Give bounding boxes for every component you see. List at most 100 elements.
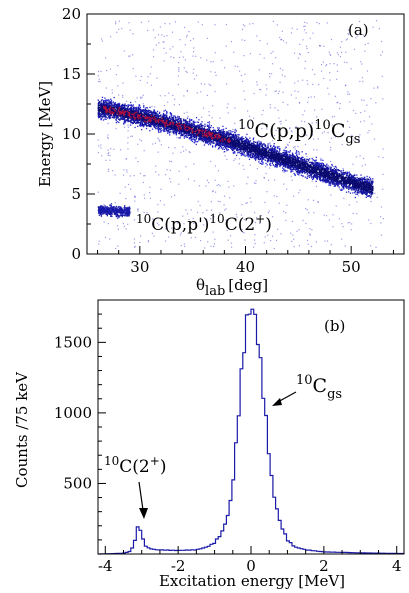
density-dot bbox=[347, 93, 349, 95]
density-dot bbox=[120, 107, 122, 109]
density-dot bbox=[144, 108, 147, 111]
density-dot bbox=[142, 94, 144, 96]
density-dot bbox=[319, 162, 321, 165]
density-dot bbox=[210, 71, 212, 73]
density-dot bbox=[187, 115, 189, 118]
density-dot bbox=[279, 152, 281, 154]
density-dot bbox=[294, 52, 296, 54]
density-dot bbox=[294, 90, 296, 92]
density-dot bbox=[272, 20, 274, 23]
density-dot bbox=[192, 38, 195, 40]
density-dot bbox=[303, 160, 305, 162]
density-dot bbox=[349, 182, 351, 185]
density-dot bbox=[206, 218, 208, 221]
density-dot bbox=[345, 173, 347, 175]
density-dot bbox=[120, 117, 122, 119]
density-dot bbox=[142, 113, 144, 115]
density-dot bbox=[133, 246, 136, 249]
density-dot bbox=[289, 150, 291, 152]
density-dot bbox=[143, 126, 145, 128]
density-dot bbox=[288, 141, 291, 143]
density-dot bbox=[223, 139, 225, 141]
density-dot bbox=[370, 186, 373, 188]
density-dot bbox=[347, 29, 349, 31]
density-dot bbox=[380, 54, 382, 56]
density-dot bbox=[126, 119, 128, 121]
density-dot bbox=[173, 133, 175, 135]
density-dot bbox=[130, 101, 132, 104]
density-dot bbox=[195, 117, 198, 119]
density-dot bbox=[217, 148, 219, 151]
density-dot bbox=[108, 152, 110, 154]
density-dot bbox=[269, 73, 271, 75]
density-dot bbox=[287, 143, 289, 146]
density-dot bbox=[172, 125, 174, 127]
density-dot bbox=[115, 128, 117, 130]
density-dot bbox=[256, 35, 258, 37]
density-dot bbox=[358, 192, 360, 194]
density-dot bbox=[97, 107, 99, 110]
density-dot bbox=[147, 112, 150, 114]
density-dot bbox=[178, 137, 180, 139]
density-dot bbox=[310, 177, 313, 179]
density-dot bbox=[363, 186, 365, 188]
density-dot bbox=[249, 145, 251, 147]
density-dot bbox=[348, 33, 350, 36]
density-dot bbox=[129, 104, 132, 106]
density-dot bbox=[353, 48, 356, 50]
density-dot bbox=[248, 158, 251, 160]
density-dot bbox=[304, 60, 306, 62]
density-dot bbox=[272, 51, 274, 53]
density-dot bbox=[163, 104, 166, 107]
density-dot bbox=[218, 127, 220, 129]
density-dot bbox=[129, 175, 132, 177]
density-dot bbox=[214, 165, 217, 167]
density-dot bbox=[193, 78, 196, 80]
density-dot bbox=[297, 165, 299, 168]
density-dot bbox=[324, 179, 326, 181]
density-dot bbox=[361, 77, 364, 79]
density-dot bbox=[144, 113, 146, 115]
density-dot bbox=[278, 117, 280, 119]
density-dot bbox=[289, 127, 291, 130]
density-dot bbox=[287, 159, 289, 161]
density-dot bbox=[126, 169, 128, 171]
density-dot bbox=[114, 202, 116, 204]
density-dot bbox=[118, 94, 120, 96]
density-dot bbox=[192, 126, 194, 128]
density-dot bbox=[219, 144, 221, 147]
density-dot bbox=[370, 182, 372, 184]
density-dot bbox=[193, 222, 195, 224]
density-dot bbox=[202, 141, 205, 143]
density-dot bbox=[269, 154, 271, 156]
density-dot bbox=[159, 200, 162, 202]
density-dot bbox=[278, 148, 281, 151]
density-dot bbox=[320, 159, 322, 161]
density-dot bbox=[129, 119, 132, 121]
density-dot bbox=[193, 180, 195, 182]
density-dot bbox=[184, 121, 187, 123]
density-dot bbox=[125, 105, 128, 107]
density-dot bbox=[155, 165, 157, 167]
density-dot bbox=[306, 47, 308, 50]
density-dot bbox=[133, 238, 136, 240]
density-dot bbox=[347, 185, 349, 188]
density-dot bbox=[329, 53, 331, 55]
density-dot bbox=[325, 65, 327, 67]
density-dot bbox=[265, 84, 267, 86]
density-dot bbox=[199, 240, 202, 242]
density-dot bbox=[294, 146, 296, 148]
density-dot bbox=[140, 125, 142, 127]
density-dot bbox=[358, 141, 360, 143]
density-dot bbox=[362, 193, 364, 195]
density-dot bbox=[98, 240, 100, 242]
density-dot bbox=[327, 177, 329, 179]
density-dot bbox=[163, 47, 165, 49]
density-dot bbox=[243, 90, 245, 92]
density-dot bbox=[206, 139, 209, 141]
density-dot bbox=[370, 192, 373, 194]
density-dot bbox=[164, 95, 166, 97]
density-dot bbox=[147, 109, 150, 111]
